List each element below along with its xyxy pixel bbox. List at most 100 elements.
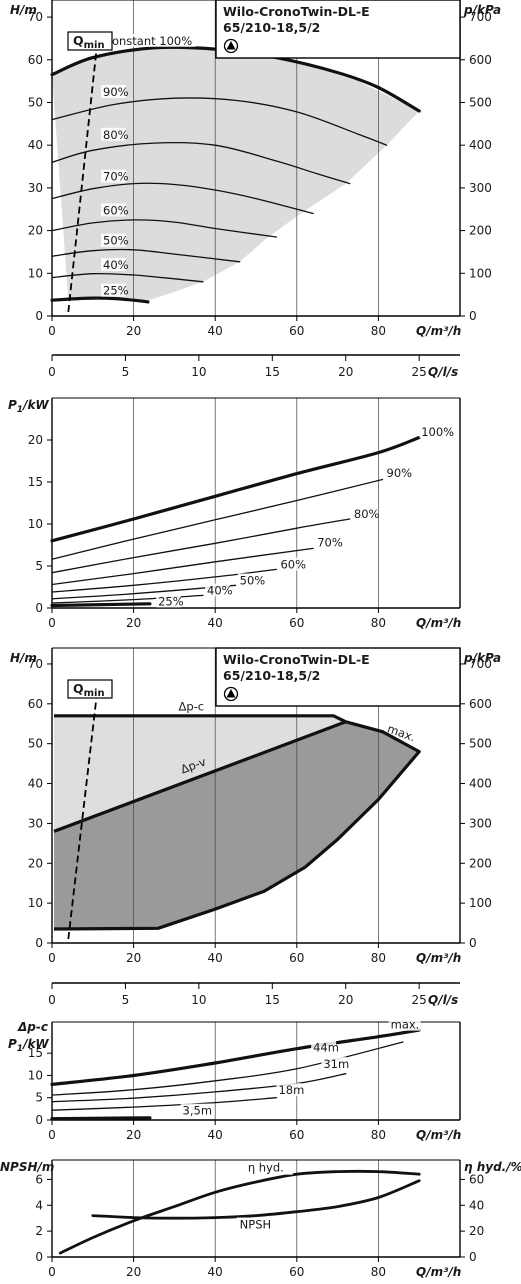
c1-label-bg-1 bbox=[101, 85, 126, 99]
c3-label-bg-2 bbox=[351, 507, 377, 521]
c5-xlabel: Q/m³/h bbox=[416, 1128, 461, 1142]
c5-series-label-4: 3,5m bbox=[183, 1104, 213, 1118]
c4-xtick-label: 0 bbox=[48, 951, 56, 965]
c3-series-0 bbox=[50, 435, 421, 543]
c3-series-label-3: 70% bbox=[317, 536, 343, 550]
c7-xtick-label: 40 bbox=[208, 1265, 223, 1279]
c1-xtick-label: 60 bbox=[289, 324, 304, 338]
c3-ytick-label: 20 bbox=[28, 433, 43, 447]
c5-label-bg-3 bbox=[276, 1083, 302, 1097]
c4-rtick-label: 0 bbox=[469, 936, 477, 950]
c1-ytick-label: 20 bbox=[28, 224, 43, 238]
c4-rtick-label: 100 bbox=[469, 896, 492, 910]
c1-series-label-7: 25% bbox=[103, 284, 129, 298]
c1-qmin-box bbox=[67, 31, 113, 51]
c7-rtick-label: 20 bbox=[469, 1224, 484, 1238]
c1-label-bg-2 bbox=[101, 127, 126, 141]
c1-series-label-3: 70% bbox=[103, 170, 129, 184]
c7-rtick-label: 60 bbox=[469, 1172, 484, 1186]
c1-rtick-label: 100 bbox=[469, 266, 492, 280]
c1-series-label-2: 80% bbox=[103, 128, 129, 142]
c1-ytick-label: 50 bbox=[28, 95, 43, 109]
c4-title-line1: Wilo-CronoTwin-DL-E bbox=[223, 652, 370, 667]
c4-ylabel-right: p/kPa bbox=[463, 651, 501, 665]
c3-label-bg-5 bbox=[237, 573, 263, 587]
c3-xlabel: Q/m³/h bbox=[416, 616, 461, 630]
c4-xlabel: Q/m³/h bbox=[416, 951, 461, 965]
c1-rtick-label: 400 bbox=[469, 138, 492, 152]
c4-qmin-box bbox=[67, 679, 113, 699]
c5-xtick-label: 40 bbox=[208, 1128, 223, 1142]
c7-ylabel-right: η hyd./% bbox=[464, 1160, 521, 1174]
c2-xtick-label: 20 bbox=[338, 365, 353, 379]
c1-label-bg-4 bbox=[101, 203, 126, 217]
c1-series-label-1: 90% bbox=[103, 85, 129, 99]
c4-title-box bbox=[215, 647, 461, 707]
c4-xtick-label: 40 bbox=[208, 951, 223, 965]
c5-series-2 bbox=[51, 1073, 347, 1103]
c3-series-label-2: 80% bbox=[354, 507, 380, 521]
c1-label-bg-5 bbox=[101, 233, 126, 247]
c3-series-label-4: 60% bbox=[280, 558, 306, 572]
c5-xtick-label: 80 bbox=[371, 1128, 386, 1142]
c1-series-4 bbox=[51, 219, 278, 238]
c2-xtick-label: 5 bbox=[122, 365, 130, 379]
c7-xtick-label: 60 bbox=[289, 1265, 304, 1279]
c1-rtick-label: 0 bbox=[469, 309, 477, 323]
c2-xtick-label: 15 bbox=[265, 365, 280, 379]
c1-ylabel-right: p/kPa bbox=[463, 3, 501, 17]
c5-ytick-label: 5 bbox=[35, 1091, 43, 1105]
c4-title-line2: 65/210-18,5/2 bbox=[223, 668, 320, 683]
c1-label-bg-6 bbox=[101, 258, 126, 272]
c5-series-label-2: 31m bbox=[323, 1057, 349, 1071]
c7-xlabel: Q/m³/h bbox=[416, 1265, 461, 1279]
c3-ytick-label: 5 bbox=[35, 559, 43, 573]
c5-ylabel-left: P1/kW bbox=[8, 1037, 49, 1054]
c7-series-1 bbox=[91, 1179, 421, 1220]
c3-xtick-label: 20 bbox=[126, 616, 141, 630]
c5-series-4 bbox=[50, 1116, 152, 1121]
c5-series-label-1: 44m bbox=[313, 1040, 339, 1054]
c1-title-line2: 65/210-18,5/2 bbox=[223, 20, 320, 35]
c1-ytick-label: 70 bbox=[28, 10, 43, 24]
c7-label-bg-0 bbox=[244, 1160, 293, 1175]
c3-label-bg-6 bbox=[205, 583, 231, 597]
c2-xtick-label: 10 bbox=[191, 365, 206, 379]
c3-label-bg-3 bbox=[315, 535, 341, 549]
c1-series-label-0: n=constant 100% bbox=[89, 34, 193, 48]
c1-ytick-label: 0 bbox=[35, 309, 43, 323]
c1-qmin-line bbox=[67, 45, 98, 313]
c7-ytick-label: 0 bbox=[35, 1250, 43, 1264]
c1-pump-triangle-icon bbox=[226, 41, 236, 50]
c5-label-bg-4 bbox=[180, 1103, 213, 1117]
c1-series-label-5: 50% bbox=[103, 234, 129, 248]
c1-series-3 bbox=[51, 182, 314, 215]
c4-ytick-label: 40 bbox=[28, 777, 43, 791]
c4-ytick-label: 20 bbox=[28, 856, 43, 870]
c5-ytick-label: 10 bbox=[28, 1068, 43, 1082]
c1-series-2 bbox=[51, 141, 351, 185]
c4-dpv-line bbox=[53, 720, 347, 833]
c3-series-label-5: 50% bbox=[240, 573, 266, 587]
c1-xtick-label: 80 bbox=[371, 324, 386, 338]
c5-xtick-label: 60 bbox=[289, 1128, 304, 1142]
c4-qmin-line bbox=[67, 693, 98, 940]
c7-xtick-label: 20 bbox=[126, 1265, 141, 1279]
c4-xtick-label: 60 bbox=[289, 951, 304, 965]
c2-xtick-label: 0 bbox=[48, 365, 56, 379]
c6-xlabel: Q/l/s bbox=[428, 993, 458, 1007]
c1-series-6 bbox=[51, 272, 204, 283]
c4-xtick-label: 20 bbox=[126, 951, 141, 965]
c5-series-label-0: max. bbox=[391, 1018, 420, 1032]
c1-ytick-label: 30 bbox=[28, 181, 43, 195]
c4-region-label-0: Δp-c bbox=[178, 700, 204, 714]
c7-xtick-label: 0 bbox=[48, 1265, 56, 1279]
c7-label-bg-1 bbox=[236, 1217, 271, 1232]
c1-title-box bbox=[215, 0, 461, 59]
c1-xtick-label: 20 bbox=[126, 324, 141, 338]
c1-xtick-label: 0 bbox=[48, 324, 56, 338]
c4-ylabel-left: H/m bbox=[10, 651, 37, 665]
c1-series-label-6: 40% bbox=[103, 258, 129, 272]
c3-label-bg-4 bbox=[278, 557, 304, 571]
c1-series-7 bbox=[50, 296, 150, 304]
